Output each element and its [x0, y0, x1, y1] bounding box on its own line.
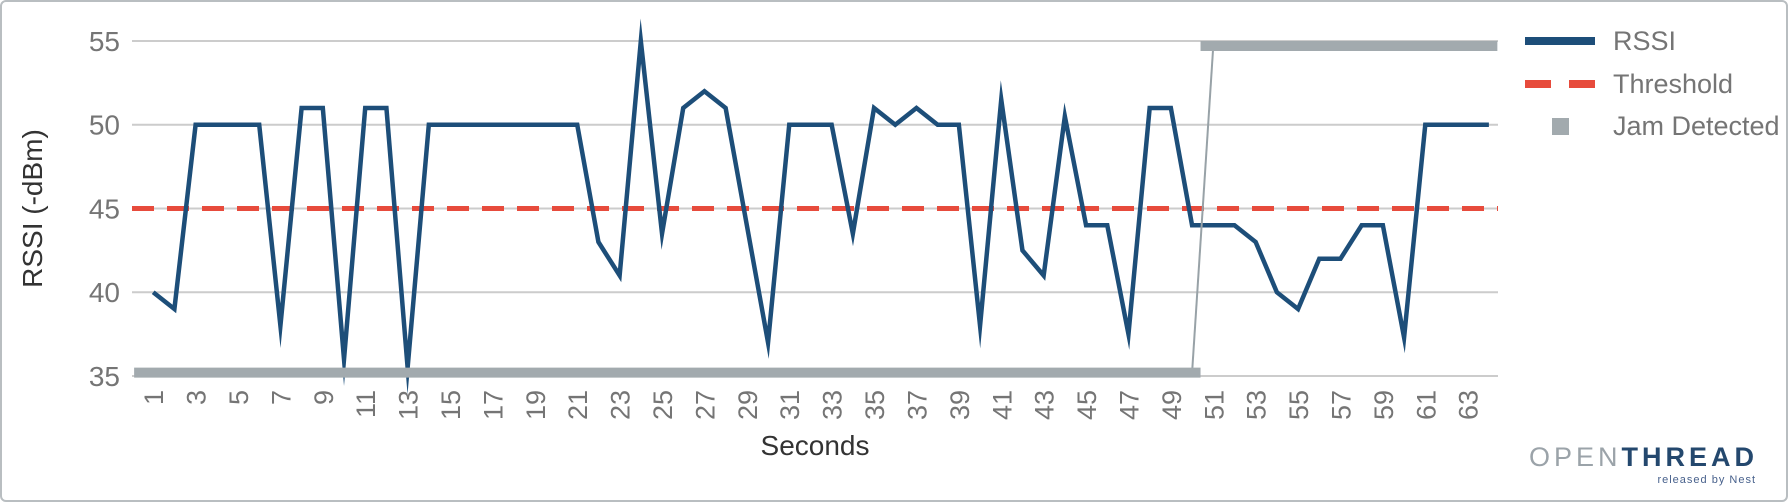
legend-label: Threshold — [1613, 68, 1734, 99]
openthread-logo: OPENTHREAD released by Nest — [1529, 442, 1758, 486]
x-tick-label: 51 — [1199, 390, 1229, 420]
openthread-logo-wordmark: OPENTHREAD — [1529, 442, 1758, 473]
x-tick-label: 21 — [563, 390, 593, 420]
x-tick-label: 29 — [733, 390, 763, 420]
y-tick-label: 35 — [89, 361, 120, 392]
logo-tagline: released by Nest — [1657, 474, 1756, 486]
rssi-line-swatch-icon — [1525, 37, 1595, 45]
legend-item-threshold: Threshold — [1525, 68, 1734, 99]
legend-item-jam-detected: Jam Detected — [1525, 110, 1780, 141]
legend-item-rssi: RSSI — [1525, 25, 1677, 56]
x-tick-label: 15 — [436, 390, 466, 420]
x-tick-label: 11 — [351, 390, 381, 418]
x-tick-label: 57 — [1326, 390, 1356, 420]
y-tick-label: 40 — [89, 277, 120, 308]
x-tick-label: 7 — [266, 390, 296, 405]
x-tick-label: 13 — [394, 390, 424, 420]
x-tick-label: 23 — [606, 390, 636, 420]
x-tick-label: 59 — [1369, 390, 1399, 420]
y-tick-label: 50 — [89, 110, 120, 141]
x-tick-label: 35 — [860, 390, 890, 420]
logo-thread-text: THREAD — [1621, 442, 1758, 472]
x-tick-label: 1 — [139, 390, 169, 405]
x-tick-label: 25 — [648, 390, 678, 420]
x-tick-label: 19 — [521, 390, 551, 420]
x-tick-label: 3 — [182, 390, 212, 405]
x-tick-label: 5 — [224, 390, 254, 405]
x-tick-label: 45 — [1072, 390, 1102, 420]
logo-open-text: OPEN — [1528, 442, 1622, 472]
x-tick-label: 39 — [945, 390, 975, 420]
x-tick-label: 49 — [1157, 390, 1187, 420]
legend-label: RSSI — [1613, 25, 1677, 56]
x-tick-label: 27 — [690, 390, 720, 420]
y-axis-title: RSSI (-dBm) — [17, 129, 48, 288]
legend-label: Jam Detected — [1613, 110, 1780, 141]
x-tick-label: 63 — [1454, 390, 1484, 420]
x-tick-label: 41 — [987, 390, 1017, 420]
x-tick-label: 9 — [309, 390, 339, 405]
x-tick-label: 37 — [902, 390, 932, 420]
x-tick-label: 31 — [775, 390, 805, 420]
rssi-line — [151, 18, 1489, 395]
jam-transition-line — [1191, 45, 1215, 373]
x-tick-label: 55 — [1284, 390, 1314, 420]
jam-square-swatch-icon — [1525, 117, 1595, 135]
x-tick-label: 61 — [1411, 390, 1441, 420]
x-tick-label: 53 — [1242, 390, 1272, 420]
y-tick-label: 45 — [89, 193, 120, 224]
x-tick-label: 43 — [1030, 390, 1060, 420]
x-tick-label: 17 — [478, 390, 508, 420]
x-tick-label: 47 — [1114, 390, 1144, 420]
y-tick-label: 55 — [89, 26, 120, 57]
x-tick-label: 33 — [818, 390, 848, 420]
x-axis-title: Seconds — [761, 430, 870, 461]
threshold-dash-swatch-icon — [1525, 80, 1595, 88]
